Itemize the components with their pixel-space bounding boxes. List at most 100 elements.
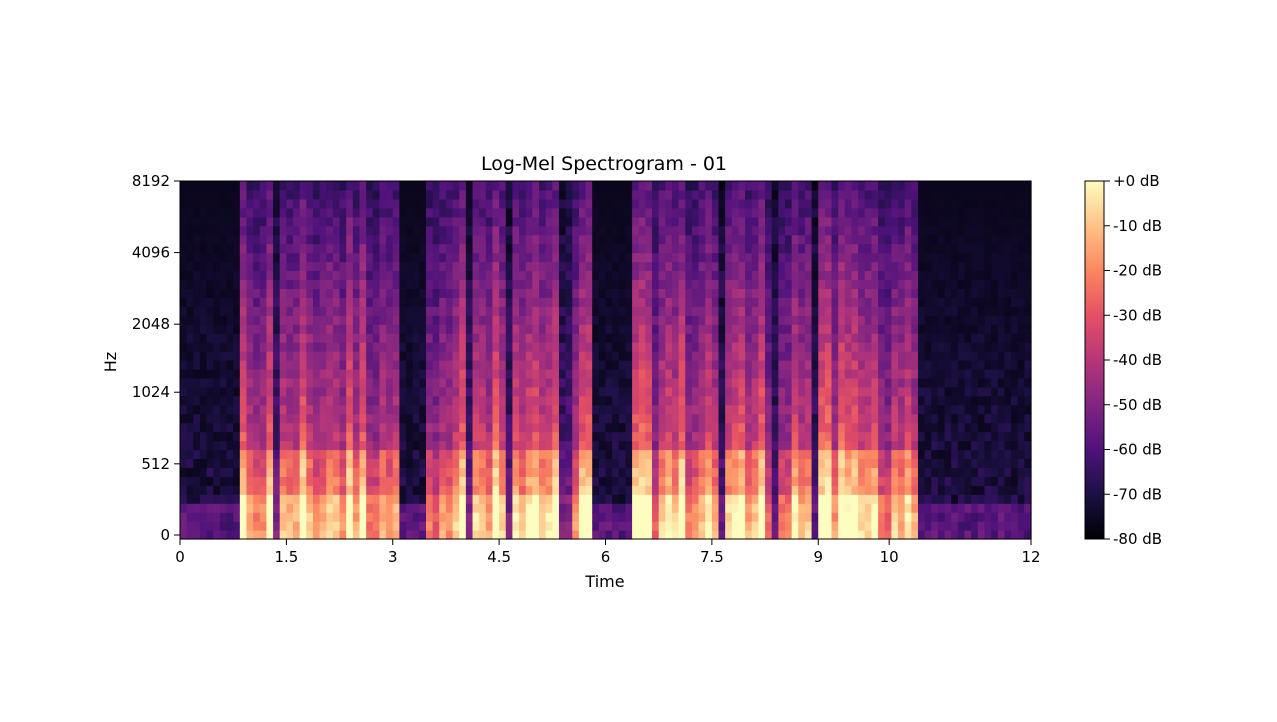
heatmap-cell xyxy=(751,395,760,406)
heatmap-cell xyxy=(751,467,760,477)
heatmap-cell xyxy=(884,521,892,531)
heatmap-cell xyxy=(412,181,420,191)
heatmap-cell xyxy=(864,181,873,191)
heatmap-cell xyxy=(312,342,321,352)
heatmap-cell xyxy=(612,395,620,406)
heatmap-cell xyxy=(1004,485,1012,495)
heatmap-cell xyxy=(638,422,646,433)
heatmap-cell xyxy=(977,189,986,200)
heatmap-cell xyxy=(665,181,673,191)
heatmap-cell xyxy=(851,503,859,513)
heatmap-cell xyxy=(565,521,573,531)
heatmap-cell xyxy=(891,234,899,245)
heatmap-cell xyxy=(359,252,367,263)
heatmap-cell xyxy=(386,189,394,200)
heatmap-cell xyxy=(213,512,221,522)
heatmap-cell xyxy=(372,198,381,209)
heatmap-cell xyxy=(226,458,234,468)
heatmap-cell xyxy=(652,342,660,352)
heatmap-cell xyxy=(578,440,587,451)
heatmap-cell xyxy=(904,333,912,343)
heatmap-cell xyxy=(253,449,261,460)
heatmap-cell xyxy=(558,270,567,281)
heatmap-cell xyxy=(419,261,427,272)
heatmap-cell xyxy=(219,333,228,343)
heatmap-cell xyxy=(971,395,979,406)
heatmap-cell xyxy=(186,476,194,486)
heatmap-cell xyxy=(751,485,760,495)
heatmap-cell xyxy=(505,494,514,504)
heatmap-cell xyxy=(851,324,859,334)
heatmap-cell xyxy=(665,440,673,451)
heatmap-cell xyxy=(525,494,533,504)
heatmap-cell xyxy=(838,494,846,504)
heatmap-cell xyxy=(725,181,733,191)
heatmap-cell xyxy=(1004,386,1012,397)
heatmap-cell xyxy=(239,368,248,379)
heatmap-cell xyxy=(691,431,700,442)
heatmap-cell xyxy=(425,261,434,272)
heatmap-cell xyxy=(798,333,806,343)
heatmap-cell xyxy=(898,324,906,334)
heatmap-cell xyxy=(612,207,620,218)
heatmap-cell xyxy=(951,279,959,289)
heatmap-cell xyxy=(452,386,460,397)
heatmap-cell xyxy=(253,198,261,209)
heatmap-cell xyxy=(419,252,427,263)
heatmap-cell xyxy=(219,360,228,370)
heatmap-cell xyxy=(652,261,660,272)
heatmap-cell xyxy=(539,431,547,442)
heatmap-cell xyxy=(778,351,786,361)
heatmap-cell xyxy=(306,503,314,513)
heatmap-cell xyxy=(199,368,208,379)
heatmap-cell xyxy=(937,440,946,451)
heatmap-cell xyxy=(731,413,740,424)
heatmap-cell xyxy=(691,377,700,388)
heatmap-cell xyxy=(180,261,188,272)
heatmap-cell xyxy=(246,503,254,513)
heatmap-cell xyxy=(944,449,952,460)
heatmap-cell xyxy=(233,181,241,191)
heatmap-cell xyxy=(598,395,607,406)
heatmap-cell xyxy=(525,198,533,209)
heatmap-cell xyxy=(898,306,906,316)
heatmap-cell xyxy=(864,512,873,522)
heatmap-cell xyxy=(346,234,354,245)
heatmap-cell xyxy=(406,252,414,263)
heatmap-cell xyxy=(598,521,607,531)
heatmap-cell xyxy=(366,333,374,343)
heatmap-cell xyxy=(512,360,520,370)
heatmap-cell xyxy=(971,324,979,334)
heatmap-cell xyxy=(299,413,307,424)
heatmap-cell xyxy=(791,252,799,263)
heatmap-cell xyxy=(605,431,613,442)
heatmap-cell xyxy=(193,315,201,325)
heatmap-cell xyxy=(246,404,254,415)
heatmap-cell xyxy=(924,449,932,460)
heatmap-cell xyxy=(658,198,666,209)
heatmap-cell xyxy=(253,324,261,334)
heatmap-cell xyxy=(731,234,740,245)
heatmap-cell xyxy=(312,225,321,236)
heatmap-cell xyxy=(605,189,613,200)
heatmap-cell xyxy=(492,351,500,361)
heatmap-cell xyxy=(505,189,514,200)
heatmap-cell xyxy=(339,207,347,218)
heatmap-cell xyxy=(532,395,540,406)
heatmap-cell xyxy=(572,404,580,415)
heatmap-cell xyxy=(525,440,533,451)
heatmap-cell xyxy=(612,521,620,531)
heatmap-cell xyxy=(578,234,587,245)
heatmap-cell xyxy=(871,467,879,477)
heatmap-cell xyxy=(339,360,347,370)
heatmap-cell xyxy=(725,476,733,486)
heatmap-cell xyxy=(485,288,494,298)
heatmap-cell xyxy=(671,458,680,468)
heatmap-cell xyxy=(519,288,527,298)
heatmap-cell xyxy=(612,315,620,325)
heatmap-cell xyxy=(685,351,693,361)
heatmap-cell xyxy=(957,189,966,200)
heatmap-cell xyxy=(539,288,547,298)
heatmap-cell xyxy=(698,261,706,272)
heatmap-cell xyxy=(213,476,221,486)
